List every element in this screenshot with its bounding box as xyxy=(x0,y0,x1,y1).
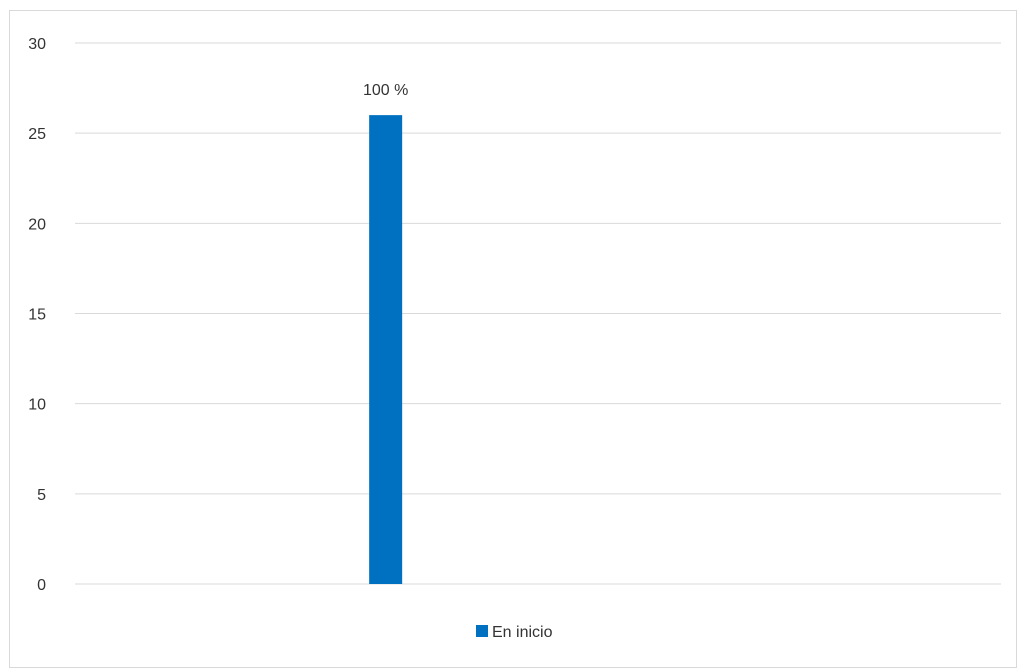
y-axis-ticks: 0 5 10 15 20 25 30 xyxy=(28,36,46,594)
legend: En inicio xyxy=(476,624,553,641)
bars xyxy=(369,115,403,584)
y-tick-label-10: 10 xyxy=(28,397,46,414)
legend-label-0: En inicio xyxy=(492,624,553,641)
y-tick-label-5: 5 xyxy=(37,487,46,504)
y-tick-label-15: 15 xyxy=(28,307,46,324)
chart-frame xyxy=(9,10,1017,668)
y-tick-label-20: 20 xyxy=(28,216,46,233)
gridlines xyxy=(75,42,1001,585)
y-tick-label-0: 0 xyxy=(37,577,46,594)
data-labels: 100 % xyxy=(363,82,408,99)
data-label-0: 100 % xyxy=(363,82,408,99)
y-tick-label-25: 25 xyxy=(28,126,46,143)
bar-en-inicio-0 xyxy=(369,115,403,584)
legend-swatch-0 xyxy=(476,625,488,637)
y-tick-label-30: 30 xyxy=(28,36,46,53)
